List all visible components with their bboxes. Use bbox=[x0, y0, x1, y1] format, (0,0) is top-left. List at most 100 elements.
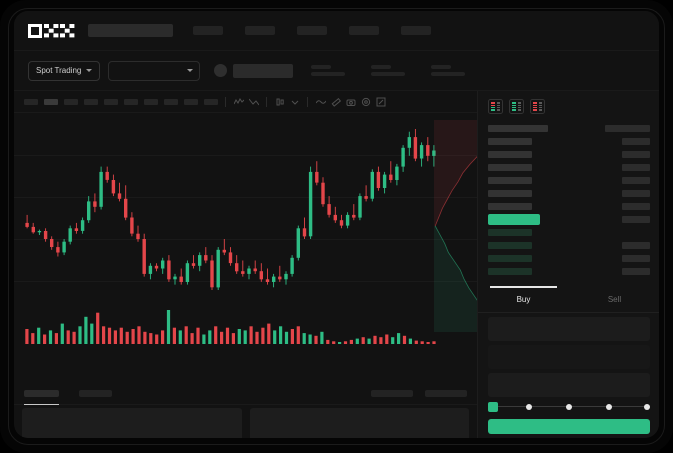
orderbook-mode-asks[interactable] bbox=[530, 99, 545, 114]
timeframe-button-1[interactable] bbox=[24, 98, 38, 105]
orderbook-ask-row[interactable] bbox=[488, 162, 650, 172]
slider-stop-100[interactable] bbox=[644, 404, 650, 410]
ruler-icon[interactable] bbox=[330, 96, 341, 107]
market-stat bbox=[431, 65, 466, 76]
trading-mode-label: Spot Trading bbox=[36, 66, 82, 75]
camera-icon[interactable] bbox=[345, 96, 356, 107]
tab-sell[interactable]: Sell bbox=[569, 287, 659, 312]
order-field-1[interactable] bbox=[488, 317, 650, 341]
orderbook-header bbox=[488, 123, 650, 133]
chart-gridline bbox=[14, 281, 477, 282]
market-stat bbox=[311, 65, 346, 76]
orderbook-bid-row[interactable] bbox=[488, 240, 650, 250]
bottom-panel-1[interactable] bbox=[22, 408, 242, 438]
timeframe-button-9[interactable] bbox=[184, 98, 198, 105]
orders-tabbar-actions bbox=[371, 390, 467, 397]
timeframe-button-8[interactable] bbox=[164, 98, 178, 105]
chart-gridline bbox=[14, 155, 477, 156]
market-header: Spot Trading bbox=[14, 51, 659, 91]
orders-tab-2[interactable] bbox=[79, 390, 112, 397]
orderbook-mode-bids[interactable] bbox=[509, 99, 524, 114]
timeframe-button-3[interactable] bbox=[64, 98, 78, 105]
amount-percentage-slider[interactable] bbox=[488, 401, 650, 413]
toolbar-divider bbox=[307, 96, 308, 107]
slider-stop-50[interactable] bbox=[566, 404, 572, 410]
slider-track bbox=[494, 406, 650, 408]
timeframe-buttons bbox=[24, 98, 218, 105]
slider-handle[interactable] bbox=[488, 402, 498, 412]
timeframe-button-6[interactable] bbox=[124, 98, 138, 105]
timeframe-button-2[interactable] bbox=[44, 98, 58, 105]
order-field-3[interactable] bbox=[488, 373, 650, 397]
order-form bbox=[478, 317, 659, 401]
last-price bbox=[233, 63, 294, 78]
orderbook-bid-row[interactable] bbox=[488, 253, 650, 263]
bottom-panels bbox=[14, 405, 477, 438]
chart-gridline bbox=[14, 197, 477, 198]
market-stats bbox=[311, 65, 466, 76]
market-stat bbox=[371, 65, 406, 76]
active-tab-underline bbox=[24, 403, 59, 405]
chevron-down-icon[interactable] bbox=[289, 96, 300, 107]
nav-item-1[interactable] bbox=[193, 26, 223, 35]
orderbook-trade-rail: Buy Sell bbox=[477, 91, 659, 438]
orders-tab-1[interactable] bbox=[24, 390, 59, 405]
tab-sell-label: Sell bbox=[607, 295, 622, 304]
nav-item-4[interactable] bbox=[349, 26, 379, 35]
price-chart-pane[interactable] bbox=[14, 113, 494, 383]
tab-buy[interactable]: Buy bbox=[478, 286, 569, 312]
timeframe-button-5[interactable] bbox=[104, 98, 118, 105]
trading-mode-selector[interactable]: Spot Trading bbox=[28, 60, 101, 81]
line-chart-icon[interactable] bbox=[315, 96, 326, 107]
nav-items bbox=[193, 26, 431, 35]
toolbar-divider bbox=[266, 96, 267, 107]
compare-icon[interactable] bbox=[248, 96, 259, 107]
orderbook-ask-row[interactable] bbox=[488, 175, 650, 185]
settings-icon[interactable] bbox=[360, 96, 371, 107]
coin-avatar bbox=[214, 64, 228, 77]
orderbook-ask-row[interactable] bbox=[488, 188, 650, 198]
orders-tabbar bbox=[14, 383, 477, 405]
orderbook-mode-both[interactable] bbox=[488, 99, 503, 114]
timeframe-button-10[interactable] bbox=[204, 98, 218, 105]
okx-logo[interactable] bbox=[28, 23, 74, 38]
trading-pair-selector[interactable] bbox=[108, 60, 201, 81]
top-navigation-bar bbox=[14, 11, 659, 51]
candlestick-series bbox=[25, 129, 436, 290]
orderbook-ask-row[interactable] bbox=[488, 201, 650, 211]
chart-toolbar bbox=[14, 91, 477, 113]
nav-item-3[interactable] bbox=[297, 26, 327, 35]
search-input[interactable] bbox=[88, 24, 173, 37]
orderbook-mid-price bbox=[488, 213, 650, 225]
toolbar-divider bbox=[225, 96, 226, 107]
chart-gridline bbox=[14, 239, 477, 240]
orders-action-2[interactable] bbox=[425, 390, 467, 397]
fullscreen-icon[interactable] bbox=[375, 96, 386, 107]
logo-letter-k-icon bbox=[44, 23, 58, 38]
logo-letter-x-icon bbox=[60, 23, 74, 38]
orderbook-ask-row[interactable] bbox=[488, 136, 650, 146]
logo-letter-o-icon bbox=[28, 23, 42, 38]
slider-stop-25[interactable] bbox=[526, 404, 532, 410]
orders-action-1[interactable] bbox=[371, 390, 413, 397]
candle-type-icon[interactable] bbox=[274, 96, 285, 107]
timeframe-button-4[interactable] bbox=[84, 98, 98, 105]
tab-buy-label: Buy bbox=[516, 295, 531, 304]
submit-order-button[interactable] bbox=[488, 419, 650, 434]
orderbook-bid-row[interactable] bbox=[488, 227, 650, 237]
orderbook-rows[interactable] bbox=[478, 123, 659, 288]
slider-stop-75[interactable] bbox=[606, 404, 612, 410]
orderbook-ask-row[interactable] bbox=[488, 149, 650, 159]
indicator-icon[interactable] bbox=[233, 96, 244, 107]
bottom-panel-2[interactable] bbox=[249, 408, 469, 438]
order-field-2[interactable] bbox=[488, 345, 650, 369]
nav-item-2[interactable] bbox=[245, 26, 275, 35]
timeframe-button-7[interactable] bbox=[144, 98, 158, 105]
pair-price-info bbox=[214, 63, 294, 78]
trading-app-screen: Spot Trading bbox=[14, 11, 659, 438]
orderbook-bid-row[interactable] bbox=[488, 266, 650, 276]
chevron-down-icon bbox=[86, 69, 93, 72]
order-side-tabs: Buy Sell bbox=[478, 286, 659, 313]
nav-item-5[interactable] bbox=[401, 26, 431, 35]
